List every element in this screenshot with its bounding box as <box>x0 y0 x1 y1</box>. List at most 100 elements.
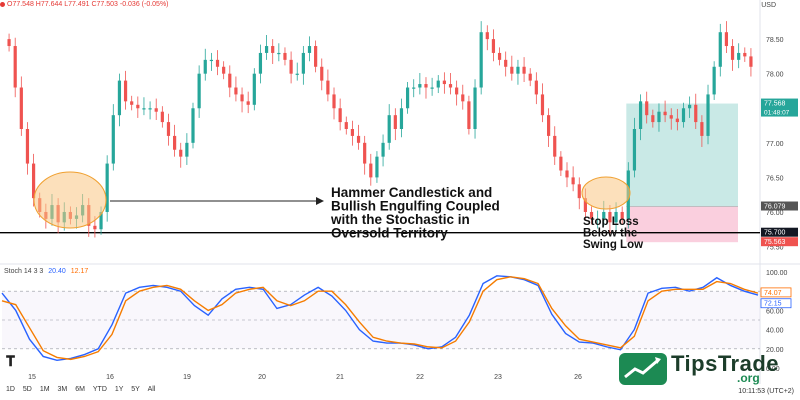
candle-body <box>344 122 348 129</box>
candle-body <box>528 73 532 81</box>
annotation-setup-line: Hammer Candlestick and <box>331 185 492 200</box>
candle-body <box>455 87 459 95</box>
tipstrade-watermark: TipsTrade .org <box>619 351 779 385</box>
candle-body <box>718 32 722 67</box>
candle-body <box>614 211 618 223</box>
stoch-tick-label: 100.00 <box>766 270 788 277</box>
candle-body <box>301 52 305 74</box>
candle-body <box>271 46 275 53</box>
candle-body <box>160 111 164 123</box>
currency-label: USD <box>761 2 776 9</box>
price-label-text: 76.079 <box>764 204 786 211</box>
x-tick-label: 22 <box>416 374 424 381</box>
range-toolbar: 1D 5D 1M 3M 6M YTD 1Y 5Y All <box>0 386 800 400</box>
candle-body <box>93 225 97 230</box>
candle-body <box>289 59 293 74</box>
candle-body <box>516 66 520 74</box>
range-3m[interactable]: 3M <box>57 386 68 393</box>
annotation-setup-line: Bullish Engulfing Coupled <box>331 199 500 214</box>
candle-body <box>363 142 367 164</box>
candle-body <box>240 94 244 102</box>
stoch-tick-label: 0.00 <box>766 366 780 373</box>
candle-body <box>663 111 667 116</box>
candle-body <box>412 87 416 89</box>
candle-body <box>117 80 122 116</box>
price-label-box <box>761 98 798 117</box>
candle-body <box>583 198 587 212</box>
range-5d[interactable]: 5D <box>22 386 32 393</box>
price-label-box <box>761 237 798 247</box>
candle-body <box>504 59 508 67</box>
arrow-head-icon <box>316 197 324 205</box>
candle-body <box>743 52 747 57</box>
range-1y[interactable]: 1Y <box>114 386 124 393</box>
status-dot-icon <box>0 1 5 7</box>
candle-body <box>430 87 434 89</box>
candle-body <box>436 80 440 88</box>
candle-body <box>694 104 698 123</box>
candle-body <box>461 94 465 102</box>
x-tick-label: 20 <box>258 374 266 381</box>
candle-body <box>688 104 692 109</box>
range-1m[interactable]: 1M <box>39 386 50 393</box>
price-label-text: 77.568 <box>764 101 786 108</box>
candle-body <box>252 73 256 105</box>
stoch-tick-label: 20.00 <box>766 347 784 354</box>
candle-body <box>166 122 171 136</box>
candle-body <box>222 66 226 74</box>
candle-body <box>307 46 312 53</box>
candle-body <box>179 149 183 157</box>
candle-body <box>645 101 649 116</box>
candle-body <box>314 46 318 67</box>
candle-body <box>173 135 177 150</box>
candle-body <box>215 59 220 67</box>
brand-name: TipsTrade <box>671 351 780 376</box>
candle-body <box>136 104 140 109</box>
candle-body <box>264 46 269 53</box>
price-label-text: 75.700 <box>764 230 786 237</box>
candle-body <box>749 56 753 67</box>
candle-body <box>479 32 483 88</box>
range-ytd[interactable]: YTD <box>92 386 107 393</box>
stoch-header: Stoch 14 3 3 20.40 12.17 <box>4 268 88 275</box>
tradingview-logo-icon: 𝐓 <box>6 353 16 369</box>
candle-body <box>547 115 551 136</box>
candle-body <box>589 211 594 219</box>
annotation-stop-line: Below the <box>583 228 637 240</box>
candle-body <box>356 135 361 143</box>
candle-body <box>381 142 385 157</box>
candle-body <box>669 115 673 119</box>
candle-body <box>405 87 410 109</box>
candle-body <box>620 211 624 219</box>
range-6m[interactable]: 6M <box>75 386 85 393</box>
price-label-text: 75.563 <box>764 239 786 246</box>
range-5y[interactable]: 5Y <box>131 386 140 393</box>
candle-body <box>712 66 716 95</box>
countdown-label: 01:48:07 <box>764 110 790 117</box>
candle-body <box>706 94 710 136</box>
candle-body <box>497 52 502 60</box>
x-tick-label: 26 <box>574 374 582 381</box>
candle-body <box>681 108 686 123</box>
range-all[interactable]: All <box>147 386 156 393</box>
candle-body <box>473 87 477 129</box>
candle-body <box>228 73 232 88</box>
candle-body <box>577 184 581 199</box>
range-1d[interactable]: 1D <box>6 386 15 393</box>
candle-body <box>258 52 263 74</box>
candle-body <box>338 108 342 123</box>
candle-body <box>387 115 391 143</box>
candle-body <box>31 163 36 199</box>
clock-readout: 10:11:53 (UTC+2) <box>738 388 794 395</box>
candle-body <box>724 32 729 47</box>
candle-body <box>467 101 471 129</box>
candle-body <box>675 118 679 123</box>
stoch-tick-label: 60.00 <box>766 308 784 315</box>
candle-body <box>632 129 637 171</box>
price-label-box <box>761 201 798 211</box>
candle-body <box>295 73 299 75</box>
candle-body <box>602 211 606 219</box>
candle-body <box>111 115 115 164</box>
candle-body <box>7 39 11 47</box>
